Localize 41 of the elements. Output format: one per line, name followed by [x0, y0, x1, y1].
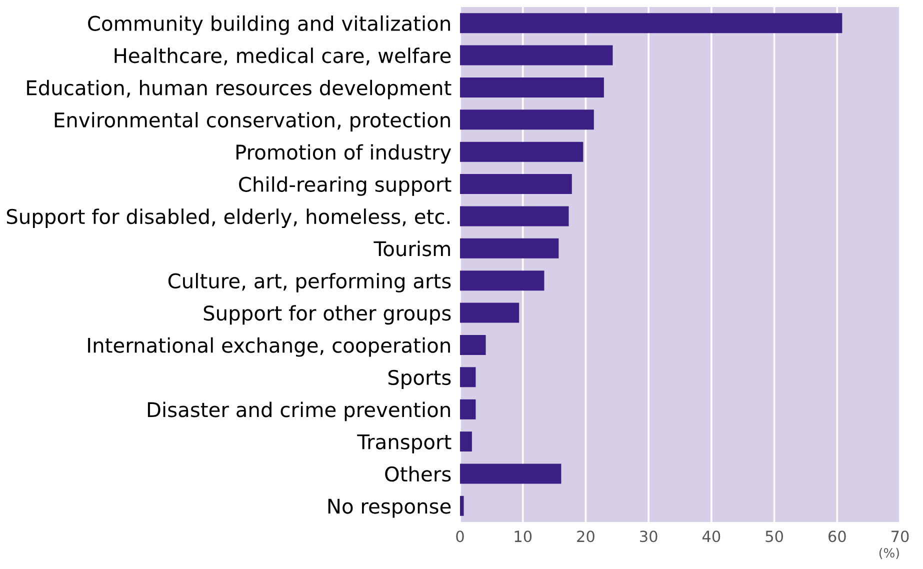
x-tick-label: 20 — [577, 530, 594, 542]
y-tick-label: International exchange, cooperation — [88, 337, 450, 357]
bar — [460, 367, 476, 388]
y-tick-label: No response — [328, 498, 451, 518]
bar — [460, 206, 569, 226]
y-tick-label: Promotion of industry — [236, 144, 452, 164]
bar — [460, 270, 544, 291]
bar — [460, 174, 572, 194]
x-tick-label: 50 — [766, 530, 783, 542]
bar — [460, 110, 594, 130]
bar — [460, 77, 604, 98]
bar — [460, 496, 464, 516]
bar — [460, 238, 559, 258]
y-tick-label: Education, human resources development — [27, 80, 452, 100]
y-tick-label: Support for disabled, elderly, homeless, etc. — [6, 208, 450, 228]
y-tick-label: Tourism — [374, 240, 450, 256]
y-tick-label: Sports — [388, 370, 451, 389]
x-tick-label: 0 — [456, 530, 464, 542]
bar — [460, 464, 562, 484]
x-tick-label: 30 — [640, 530, 658, 542]
bar — [460, 13, 842, 34]
y-tick-label: Environmental conservation, protection — [54, 112, 450, 132]
y-tick-label: Transport — [357, 434, 452, 454]
y-tick-label: Healthcare, medical care, welfare — [114, 48, 451, 66]
y-tick-label: Support for other groups — [204, 305, 451, 325]
x-tick-label: 40 — [702, 530, 720, 542]
x-tick-label: 70 — [892, 530, 909, 542]
y-tick-label: Culture, art, performing arts — [168, 272, 451, 292]
bar — [460, 45, 613, 66]
x-tick-label: 60 — [828, 530, 846, 542]
bar — [460, 142, 584, 162]
bar — [460, 334, 486, 355]
bar — [460, 399, 476, 420]
y-tick-label: Child-rearing support — [239, 176, 452, 196]
x-tick-label: 10 — [514, 530, 532, 542]
y-tick-label: Community building and vitalization — [88, 15, 450, 35]
y-tick-label: Others — [385, 466, 451, 482]
bar — [460, 432, 472, 452]
bar — [460, 302, 520, 323]
y-tick-label: Disaster and crime prevention — [148, 402, 450, 422]
x-axis-title: (%) — [879, 548, 899, 560]
